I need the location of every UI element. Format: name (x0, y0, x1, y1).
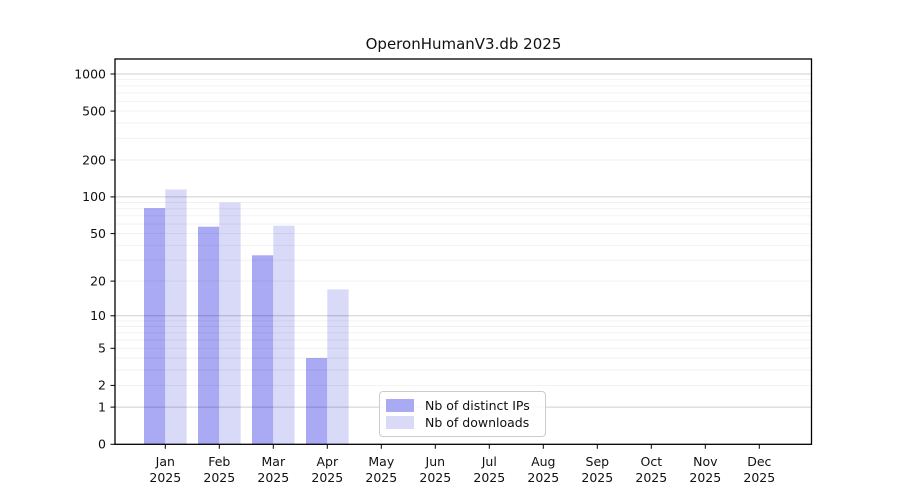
y-tick-label: 0 (98, 437, 106, 452)
x-tick-label-month: Jun (425, 454, 446, 469)
bar-distinct-ips-jan (144, 208, 166, 445)
bar-downloads-apr (327, 289, 349, 445)
x-tick-label-month: Jan (155, 454, 175, 469)
x-tick-label-year: 2025 (203, 470, 235, 485)
legend-item-downloads: Nb of downloads (386, 415, 538, 430)
x-tick-label-year: 2025 (743, 470, 775, 485)
legend-label-distinct-ips: Nb of distinct IPs (425, 398, 530, 413)
x-tick-label-month: Sep (586, 454, 610, 469)
x-tick-label-month: May (368, 454, 394, 469)
x-tick-label-month: Apr (316, 454, 338, 469)
bar-downloads-jan (165, 189, 187, 445)
x-tick-label-month: Nov (693, 454, 718, 469)
bar-distinct-ips-mar (252, 255, 274, 445)
y-tick-label: 500 (82, 103, 106, 118)
y-tick-label: 5 (98, 341, 106, 356)
bar-downloads-feb (219, 202, 241, 445)
x-tick-label-year: 2025 (257, 470, 289, 485)
x-tick-label-year: 2025 (473, 470, 505, 485)
x-tick-label-month: Mar (262, 454, 286, 469)
y-tick-label: 50 (90, 226, 106, 241)
y-tick-label: 200 (82, 152, 106, 167)
x-tick-label-year: 2025 (581, 470, 613, 485)
legend: Nb of distinct IPs Nb of downloads (379, 391, 546, 437)
x-tick-label-year: 2025 (365, 470, 397, 485)
y-tick-label: 100 (82, 189, 106, 204)
bar-distinct-ips-apr (306, 358, 328, 445)
legend-swatch-distinct-ips (386, 399, 414, 412)
y-tick-label: 20 (90, 273, 106, 288)
legend-swatch-downloads (386, 416, 414, 429)
x-tick-label-year: 2025 (527, 470, 559, 485)
x-tick-label-month: Feb (208, 454, 230, 469)
y-tick-label: 1000 (74, 66, 106, 81)
x-tick-label-year: 2025 (149, 470, 181, 485)
x-tick-label-month: Oct (640, 454, 662, 469)
x-tick-label-month: Aug (531, 454, 555, 469)
bar-downloads-mar (273, 225, 295, 445)
legend-label-downloads: Nb of downloads (425, 415, 530, 430)
y-tick-label: 2 (98, 378, 106, 393)
chart-title: OperonHumanV3.db 2025 (365, 35, 562, 53)
x-tick-label-year: 2025 (689, 470, 721, 485)
x-tick-label-year: 2025 (635, 470, 667, 485)
y-tick-label: 1 (98, 399, 106, 414)
plot-frame (114, 58, 813, 445)
x-tick-label-year: 2025 (419, 470, 451, 485)
y-tick-label: 10 (90, 308, 106, 323)
x-tick-label-year: 2025 (311, 470, 343, 485)
x-tick-label-month: Dec (747, 454, 771, 469)
x-tick-label-month: Jul (481, 454, 497, 469)
bar-distinct-ips-feb (198, 226, 220, 445)
legend-item-distinct-ips: Nb of distinct IPs (386, 398, 538, 413)
